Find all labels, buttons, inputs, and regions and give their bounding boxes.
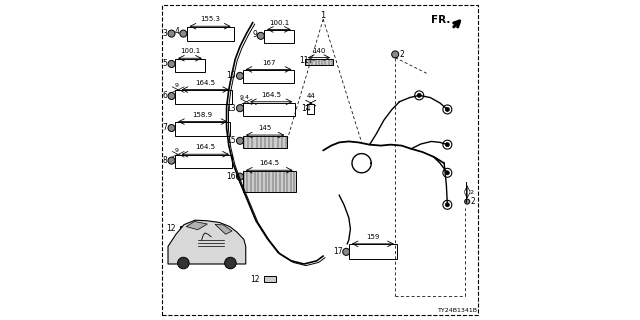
Text: 2: 2 <box>399 50 404 59</box>
Text: 44: 44 <box>307 93 315 99</box>
Bar <box>175 59 205 72</box>
Text: 140: 140 <box>312 48 326 54</box>
Text: 167: 167 <box>262 60 275 66</box>
Text: 9: 9 <box>252 30 257 39</box>
Bar <box>264 276 276 282</box>
Bar <box>175 155 232 168</box>
Bar <box>243 70 294 83</box>
Text: 158.9: 158.9 <box>193 112 212 118</box>
Bar <box>243 171 296 192</box>
Text: 2: 2 <box>470 189 474 195</box>
Bar <box>243 136 287 148</box>
Text: 5: 5 <box>163 60 168 68</box>
Text: 7: 7 <box>163 124 168 132</box>
Text: 12: 12 <box>166 224 176 233</box>
Text: 2: 2 <box>470 197 475 206</box>
Circle shape <box>445 143 449 147</box>
Circle shape <box>180 30 187 37</box>
Text: 6: 6 <box>163 92 168 100</box>
Text: 100.1: 100.1 <box>180 48 200 54</box>
Circle shape <box>443 105 452 114</box>
Text: 12: 12 <box>251 275 260 284</box>
Bar <box>175 90 232 104</box>
Circle shape <box>237 105 244 112</box>
Text: 3: 3 <box>163 29 168 38</box>
Polygon shape <box>186 221 207 230</box>
Text: 4: 4 <box>175 28 179 36</box>
Circle shape <box>392 51 399 58</box>
Circle shape <box>465 199 470 204</box>
Bar <box>264 30 294 43</box>
Text: 9: 9 <box>175 148 179 153</box>
Text: 164.5: 164.5 <box>195 80 215 86</box>
Text: TY24B1341B: TY24B1341B <box>438 308 477 313</box>
Bar <box>307 104 314 114</box>
Polygon shape <box>215 224 232 234</box>
Bar <box>305 59 333 65</box>
Text: 9.4: 9.4 <box>240 95 250 100</box>
Circle shape <box>168 30 175 37</box>
Circle shape <box>443 168 452 177</box>
Text: 164.5: 164.5 <box>259 160 279 166</box>
Text: 15: 15 <box>226 136 236 145</box>
Text: 164.5: 164.5 <box>261 92 281 98</box>
Circle shape <box>178 257 189 269</box>
Text: 17: 17 <box>333 247 342 256</box>
Bar <box>187 27 234 41</box>
Circle shape <box>168 124 175 132</box>
Circle shape <box>417 93 421 97</box>
Text: 8: 8 <box>163 156 168 165</box>
Bar <box>175 122 230 136</box>
Circle shape <box>168 157 175 164</box>
Bar <box>180 226 192 232</box>
Text: 11: 11 <box>300 56 308 65</box>
Text: 164.5: 164.5 <box>195 144 215 150</box>
Circle shape <box>225 257 236 269</box>
Circle shape <box>445 171 449 175</box>
Circle shape <box>415 91 424 100</box>
Circle shape <box>445 108 449 111</box>
Circle shape <box>445 203 449 207</box>
Text: 155.3: 155.3 <box>200 16 220 22</box>
Text: 9: 9 <box>175 83 179 88</box>
Text: 159: 159 <box>366 234 380 240</box>
Text: 14: 14 <box>301 104 310 113</box>
Circle shape <box>443 140 452 149</box>
Text: 10: 10 <box>226 71 236 80</box>
Bar <box>243 103 296 116</box>
Text: FR.: FR. <box>431 15 451 25</box>
Text: 1: 1 <box>321 12 326 20</box>
Circle shape <box>257 32 264 39</box>
Text: 145: 145 <box>259 125 272 131</box>
Circle shape <box>443 200 452 209</box>
Circle shape <box>168 60 175 68</box>
Text: 13: 13 <box>226 104 236 113</box>
Circle shape <box>237 173 244 180</box>
Circle shape <box>343 248 349 255</box>
Circle shape <box>237 137 244 144</box>
Circle shape <box>168 92 175 100</box>
Polygon shape <box>168 220 246 264</box>
Bar <box>349 244 397 259</box>
Text: 16: 16 <box>226 172 236 181</box>
Text: 100.1: 100.1 <box>269 20 289 26</box>
Circle shape <box>237 72 244 79</box>
